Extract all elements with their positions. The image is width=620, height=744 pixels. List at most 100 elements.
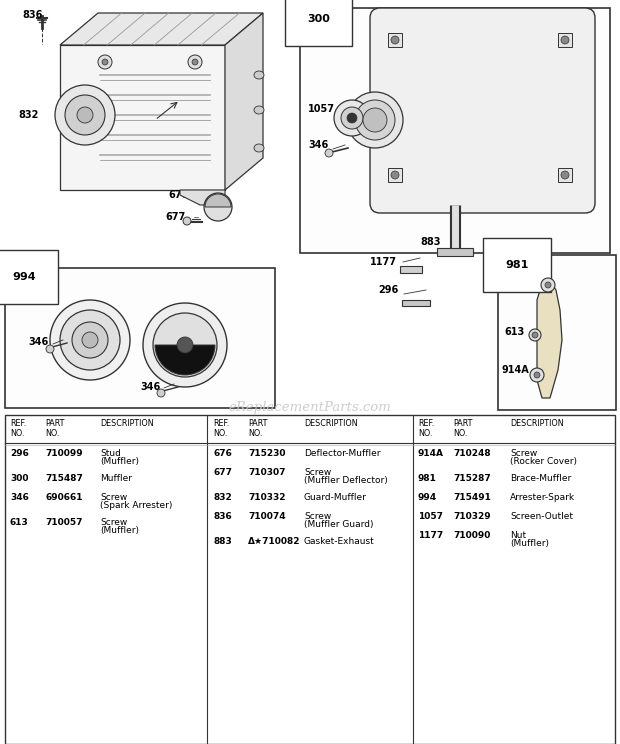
Text: PART
NO.: PART NO.	[453, 419, 472, 438]
Circle shape	[98, 55, 112, 69]
Text: 613: 613	[10, 518, 29, 527]
Polygon shape	[537, 285, 562, 398]
Text: Screw: Screw	[100, 493, 127, 502]
Text: 710329: 710329	[453, 512, 490, 521]
Text: 994: 994	[12, 272, 35, 282]
Bar	[498, 255, 616, 410]
Circle shape	[157, 389, 165, 397]
FancyBboxPatch shape	[400, 266, 422, 273]
Text: (Muffler Guard): (Muffler Guard)	[304, 520, 373, 529]
Circle shape	[188, 55, 202, 69]
Text: 836: 836	[22, 10, 42, 20]
Ellipse shape	[254, 106, 264, 114]
Bar	[388, 33, 402, 47]
Text: (Muffler Deflector): (Muffler Deflector)	[304, 476, 388, 485]
Text: Muffler: Muffler	[100, 474, 132, 483]
Circle shape	[183, 217, 191, 225]
Text: 710248: 710248	[453, 449, 490, 458]
Circle shape	[143, 303, 227, 387]
Text: Screw: Screw	[510, 449, 538, 458]
Bar	[402, 300, 430, 306]
Text: 715487: 715487	[45, 474, 83, 483]
Text: 296: 296	[378, 285, 398, 295]
Circle shape	[545, 282, 551, 288]
Polygon shape	[180, 190, 225, 205]
Circle shape	[541, 278, 555, 292]
Circle shape	[102, 59, 108, 65]
Text: 296: 296	[10, 449, 29, 458]
Circle shape	[325, 149, 333, 157]
Text: 710099: 710099	[45, 449, 82, 458]
Text: 346: 346	[28, 337, 48, 347]
Bar	[300, 8, 610, 253]
Text: eReplacementParts.com: eReplacementParts.com	[229, 402, 391, 414]
Circle shape	[391, 36, 399, 44]
Text: 710057: 710057	[45, 518, 82, 527]
Circle shape	[65, 95, 105, 135]
Circle shape	[204, 193, 232, 221]
Text: 914A: 914A	[418, 449, 444, 458]
Text: DESCRIPTION: DESCRIPTION	[510, 419, 564, 428]
Ellipse shape	[254, 71, 264, 79]
Text: (Muffler): (Muffler)	[510, 539, 549, 548]
Ellipse shape	[254, 144, 264, 152]
Text: 690661: 690661	[45, 493, 82, 502]
Text: 677: 677	[165, 212, 185, 222]
Text: REF.
NO.: REF. NO.	[10, 419, 26, 438]
Text: REF.
NO.: REF. NO.	[213, 419, 229, 438]
Text: DESCRIPTION: DESCRIPTION	[100, 419, 154, 428]
Text: 346: 346	[10, 493, 29, 502]
Text: Gasket-Exhaust: Gasket-Exhaust	[304, 537, 374, 546]
Bar	[558, 168, 572, 182]
Text: 300: 300	[307, 14, 330, 24]
Circle shape	[334, 100, 370, 136]
Bar	[5, 415, 615, 744]
Polygon shape	[60, 13, 263, 45]
Circle shape	[177, 337, 193, 353]
Polygon shape	[225, 13, 263, 190]
Text: REF.
NO.: REF. NO.	[418, 419, 434, 438]
Circle shape	[72, 322, 108, 358]
Text: 883: 883	[213, 537, 232, 546]
Text: 1057: 1057	[418, 512, 443, 521]
Bar	[5, 268, 275, 408]
Circle shape	[77, 107, 93, 123]
Circle shape	[50, 300, 130, 380]
Text: Δ★710082: Δ★710082	[248, 537, 301, 546]
Circle shape	[530, 368, 544, 382]
Text: Brace-Muffler: Brace-Muffler	[510, 474, 571, 483]
Circle shape	[391, 171, 399, 179]
Text: Screen-Outlet: Screen-Outlet	[510, 512, 573, 521]
Wedge shape	[155, 345, 215, 375]
Circle shape	[153, 313, 217, 377]
Text: 346: 346	[140, 382, 160, 392]
Text: 710332: 710332	[248, 493, 285, 502]
Wedge shape	[205, 194, 231, 207]
Circle shape	[532, 332, 538, 338]
Text: 981: 981	[505, 260, 528, 270]
Text: DESCRIPTION: DESCRIPTION	[304, 419, 358, 428]
Polygon shape	[60, 45, 225, 190]
Text: 346: 346	[308, 140, 328, 150]
Text: Screw: Screw	[304, 512, 331, 521]
Text: 710307: 710307	[248, 468, 285, 477]
Text: 676: 676	[168, 190, 188, 200]
Text: Screw: Screw	[100, 518, 127, 527]
Text: 715491: 715491	[453, 493, 491, 502]
Circle shape	[363, 108, 387, 132]
Text: Deflector-Muffler: Deflector-Muffler	[304, 449, 381, 458]
Circle shape	[534, 372, 540, 378]
Circle shape	[82, 332, 98, 348]
Text: 1177: 1177	[370, 257, 397, 267]
Circle shape	[347, 113, 357, 123]
Text: 981: 981	[418, 474, 437, 483]
Text: (Muffler): (Muffler)	[100, 457, 139, 466]
Circle shape	[341, 107, 363, 129]
Text: (Spark Arrester): (Spark Arrester)	[100, 501, 172, 510]
Text: Nut: Nut	[510, 531, 526, 540]
Text: 676: 676	[213, 449, 232, 458]
Text: 300: 300	[10, 474, 29, 483]
Text: 715230: 715230	[248, 449, 285, 458]
Bar	[437, 248, 473, 256]
Circle shape	[347, 92, 403, 148]
